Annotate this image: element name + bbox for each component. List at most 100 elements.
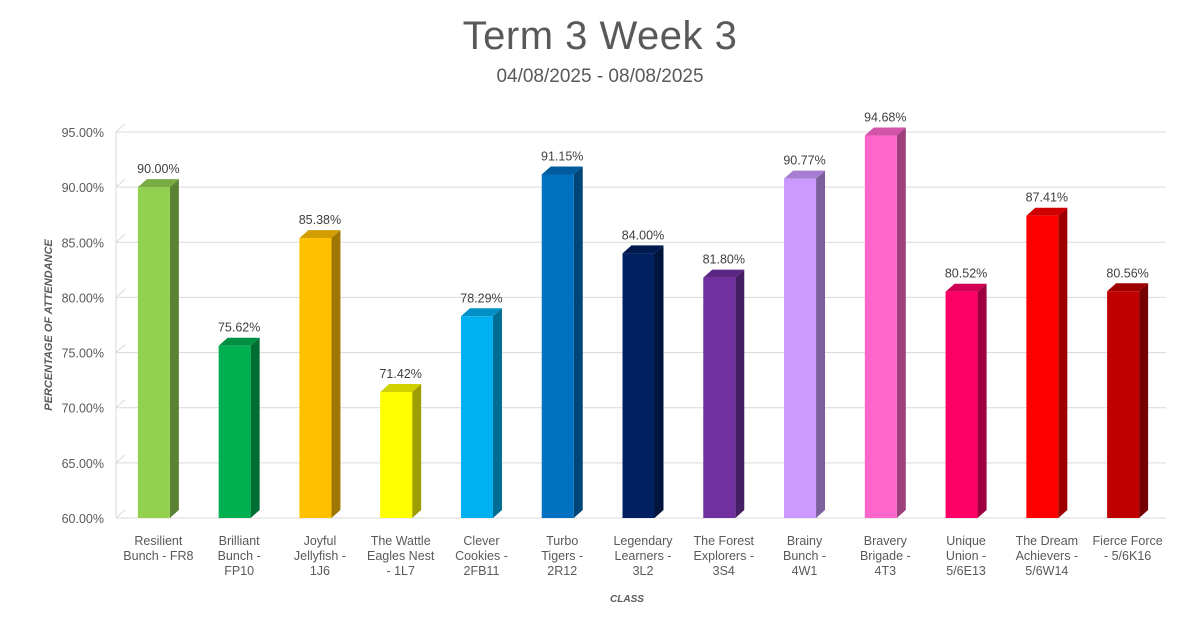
bar-top bbox=[864, 127, 906, 136]
x-tick-label: Joyful bbox=[304, 534, 337, 548]
x-tick-label: - 1L7 bbox=[386, 564, 415, 578]
x-tick-label: Unique bbox=[946, 534, 986, 548]
gridline-depth bbox=[115, 233, 126, 243]
data-label: 87.41% bbox=[1026, 191, 1068, 205]
x-tick-label: - 5/6K16 bbox=[1104, 549, 1151, 563]
y-tick-label: 90.00% bbox=[62, 181, 104, 195]
x-tick-label: 4W1 bbox=[792, 564, 818, 578]
y-tick-label: 75.00% bbox=[62, 347, 104, 361]
x-tick-label: Bunch - bbox=[218, 549, 261, 563]
bar bbox=[380, 392, 413, 518]
x-tick-label: Eagles Nest bbox=[367, 549, 435, 563]
y-tick-label: 95.00% bbox=[62, 126, 104, 140]
bar-top bbox=[784, 170, 826, 179]
x-tick-label: 3S4 bbox=[713, 564, 735, 578]
bar-side bbox=[1058, 207, 1068, 519]
bar bbox=[1026, 215, 1059, 519]
x-tick-label: Brainy bbox=[787, 534, 823, 548]
data-label: 75.62% bbox=[218, 321, 260, 335]
bar-top bbox=[299, 230, 341, 239]
y-tick-label: 60.00% bbox=[62, 512, 104, 526]
gridline-depth bbox=[115, 344, 126, 353]
bar-top bbox=[622, 245, 664, 254]
gridline-depth bbox=[115, 289, 126, 298]
y-tick-label: 70.00% bbox=[62, 402, 104, 416]
x-tick-label: 4T3 bbox=[875, 564, 897, 578]
bar bbox=[1107, 291, 1140, 518]
x-tick-label: Clever bbox=[463, 534, 499, 548]
bar-top bbox=[1107, 283, 1149, 292]
bar-top bbox=[380, 384, 422, 393]
bar-side bbox=[654, 245, 664, 519]
x-tick-label: Achievers - bbox=[1016, 549, 1079, 563]
x-tick-label: FP10 bbox=[224, 564, 254, 578]
x-axis-title: CLASS bbox=[610, 594, 644, 605]
bar bbox=[460, 316, 493, 518]
data-label: 71.42% bbox=[379, 367, 421, 381]
data-label: 80.52% bbox=[945, 267, 987, 281]
x-tick-label: 5/6W14 bbox=[1025, 564, 1068, 578]
x-tick-label: 1J6 bbox=[310, 564, 330, 578]
y-tick-label: 65.00% bbox=[62, 457, 104, 471]
bar bbox=[945, 291, 978, 518]
bar-side bbox=[573, 166, 583, 518]
x-tick-label: 2FB11 bbox=[464, 564, 500, 578]
x-tick-label: Brigade - bbox=[860, 549, 911, 563]
y-tick-label: 85.00% bbox=[62, 236, 104, 250]
gridline-depth bbox=[115, 399, 126, 409]
data-label: 85.38% bbox=[299, 213, 341, 227]
bar-side bbox=[492, 308, 502, 518]
data-label: 90.77% bbox=[783, 154, 825, 168]
data-label: 94.68% bbox=[864, 111, 906, 125]
x-tick-label: Learners - bbox=[615, 549, 672, 563]
bar bbox=[137, 187, 170, 518]
bar-side bbox=[896, 127, 906, 518]
bar-top bbox=[541, 166, 583, 175]
bar-top bbox=[703, 269, 745, 278]
x-tick-label: Bunch - FR8 bbox=[123, 549, 193, 563]
x-tick-label: The Wattle bbox=[371, 534, 431, 548]
data-label: 91.15% bbox=[541, 149, 583, 163]
chart-title: Term 3 Week 3 bbox=[462, 14, 738, 58]
bar-side bbox=[331, 230, 341, 519]
x-tick-label: Fierce Force bbox=[1093, 534, 1163, 548]
bar-side bbox=[977, 283, 987, 518]
x-tick-label: Tigers - bbox=[541, 549, 583, 563]
bar bbox=[299, 238, 332, 519]
bar bbox=[541, 174, 574, 518]
bar bbox=[218, 345, 251, 518]
bar-top bbox=[945, 283, 987, 292]
gridline-depth bbox=[115, 123, 126, 133]
x-tick-label: 3L2 bbox=[633, 564, 654, 578]
gridline-depth bbox=[115, 509, 126, 519]
bar bbox=[784, 178, 817, 518]
bar-side bbox=[169, 179, 179, 518]
x-tick-label: Turbo bbox=[546, 534, 578, 548]
gridline-depth bbox=[115, 454, 126, 464]
x-tick-label: Resilient bbox=[134, 534, 182, 548]
data-label: 90.00% bbox=[137, 162, 179, 176]
data-label: 78.29% bbox=[460, 291, 502, 305]
bar-top bbox=[218, 337, 260, 346]
chart-subtitle: 04/08/2025 - 08/08/2025 bbox=[496, 66, 704, 87]
data-label: 84.00% bbox=[622, 228, 664, 242]
x-tick-label: 2R12 bbox=[547, 564, 577, 578]
x-tick-label: Bunch - bbox=[783, 549, 826, 563]
y-axis-title: PERCENTAGE OF ATTENDANCE bbox=[43, 239, 55, 411]
bar-top bbox=[137, 179, 179, 188]
bar-top bbox=[460, 308, 502, 317]
data-label: 80.56% bbox=[1106, 266, 1148, 280]
x-tick-label: Bravery bbox=[864, 534, 908, 548]
bar bbox=[703, 277, 736, 518]
bar-side bbox=[735, 269, 745, 518]
x-tick-label: The Dream bbox=[1016, 534, 1079, 548]
gridline-depth bbox=[115, 178, 126, 188]
y-tick-label: 80.00% bbox=[62, 291, 104, 305]
x-tick-label: Union - bbox=[946, 549, 986, 563]
x-tick-label: Jellyfish - bbox=[294, 549, 346, 563]
bar-side bbox=[412, 384, 422, 518]
bar-side bbox=[250, 337, 260, 518]
x-tick-label: Legendary bbox=[613, 534, 673, 548]
